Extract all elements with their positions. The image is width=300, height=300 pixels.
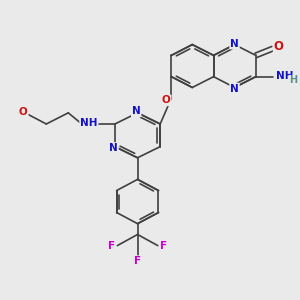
Text: NH: NH: [80, 118, 98, 128]
Text: N: N: [109, 143, 118, 153]
Text: O: O: [274, 40, 284, 53]
Text: N: N: [230, 83, 239, 94]
Text: N: N: [132, 106, 141, 116]
Text: O: O: [162, 95, 171, 105]
Text: NH: NH: [276, 71, 293, 81]
Text: H: H: [289, 75, 297, 85]
Text: O: O: [19, 107, 28, 117]
Text: F: F: [160, 241, 167, 250]
Text: F: F: [134, 256, 141, 266]
Text: N: N: [230, 39, 239, 49]
Text: F: F: [108, 241, 116, 250]
